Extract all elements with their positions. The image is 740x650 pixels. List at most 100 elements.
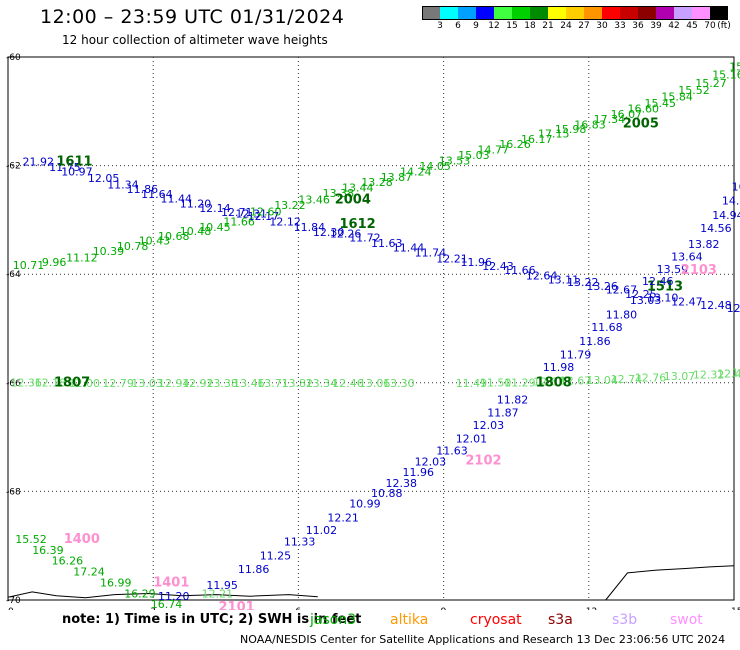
y-tick-label: -64: [6, 270, 21, 280]
satellite-legend-cryosat: cryosat: [470, 612, 522, 628]
wave-height-value: 11.66: [223, 215, 255, 228]
track-time-label: 1807: [54, 376, 90, 391]
wave-height-value: 13.44: [342, 182, 374, 195]
colorbar-unit: (ft): [717, 21, 731, 31]
wave-height-value: 11.87: [487, 407, 519, 420]
colorbar-swatch: [620, 6, 638, 20]
wave-height-value: 10.39: [93, 245, 125, 258]
wave-height-value: 14.05: [419, 160, 451, 173]
wave-height-value: 13.59: [657, 263, 689, 276]
wave-height-value: 11.84: [294, 221, 326, 234]
page-subtitle: 12 hour collection of altimeter wave hei…: [62, 33, 328, 47]
satellite-legend-jason3: jason3: [310, 612, 357, 628]
track-time-label: 2005: [623, 117, 659, 132]
colorbar-swatch: [548, 6, 566, 20]
wave-height-value: 11.25: [260, 549, 292, 562]
y-tick-label: -60: [6, 53, 21, 63]
wave-height-value: 9.96: [42, 256, 67, 269]
track-1611: 21.9211.7510.9712.0511.3411.8611.6411.44…: [23, 155, 740, 316]
wave-height-value: 13.03: [630, 294, 662, 307]
wave-height-value: 12.21: [327, 511, 359, 524]
colorbar-swatch: [674, 6, 692, 20]
map-frame: [7, 56, 735, 601]
wave-height-value: 12.60: [250, 206, 282, 219]
wave-height-value: 16.99: [100, 576, 132, 589]
wave-height-value: 11.63: [436, 445, 468, 458]
wave-height-value: 15.98: [555, 123, 587, 136]
colorbar-tick-label: 36: [632, 21, 644, 31]
wave-height-value: 12.71: [221, 206, 253, 219]
wave-height-value: 13.22: [274, 199, 306, 212]
track-2004: 10.719.96 11.1210.3910.7810.4310.6810.481…: [13, 61, 740, 272]
wave-height-value: 12.46: [642, 275, 674, 288]
wave-height-value: 16.60: [628, 102, 660, 115]
wave-height-value: 12.21: [202, 587, 234, 600]
x-tick-label: 0: [8, 607, 14, 610]
colorbar-swatch: [440, 6, 458, 20]
wave-height-value: 10.45: [199, 221, 231, 234]
wave-height-value: 16.17: [521, 133, 553, 146]
wave-height-value: 13.11: [548, 273, 580, 286]
coastline: [605, 565, 735, 601]
colorbar-tick-label: 3: [437, 21, 443, 31]
track-time-label: 1611: [56, 155, 92, 170]
wave-height-value: 12.05: [88, 172, 120, 185]
wave-height-value: 11.33: [284, 536, 316, 549]
wave-height-value: 11.64: [141, 188, 173, 201]
wave-height-value: 12.48: [700, 299, 732, 312]
color-scale-bar: [422, 6, 728, 20]
colorbar-swatch: [566, 6, 584, 20]
wave-height-value: 13.34: [306, 377, 338, 390]
colorbar-tick-label: 12: [488, 21, 500, 31]
wave-height-value: 15.03: [458, 149, 490, 162]
wave-height-value: 16.29: [124, 587, 156, 600]
colorbar-tick-label: 42: [668, 21, 680, 31]
footer-note: note: 1) Time is in UTC; 2) SWH is in fe…: [62, 612, 362, 627]
wave-height-value: 12.67: [560, 374, 592, 387]
wave-height-value: 11.50: [480, 377, 512, 390]
wave-height-value: 12.17: [248, 210, 280, 223]
wave-height-value: 17.34: [594, 113, 626, 126]
wave-height-value: 12.00: [69, 377, 101, 390]
coastline: [7, 591, 318, 599]
wave-height-value: 13.38: [206, 377, 238, 390]
wave-height-value: 11.20: [158, 590, 190, 603]
wave-height-value: 15.52: [15, 533, 47, 546]
color-scale-labels: 3 6 9 12 15 18 21 24 27 30 33 36 39 42 45 70 (ft): [422, 21, 732, 35]
colorbar-swatch: [638, 6, 656, 20]
track-time-label: 1612: [340, 217, 376, 232]
wave-height-value: 13.82: [282, 377, 314, 390]
track-time-label: 2102: [465, 453, 501, 468]
wave-height-value: 13.03: [131, 377, 163, 390]
wave-height-value: 13.53: [439, 155, 471, 168]
wave-height-value: 11.66: [504, 264, 535, 277]
track-time-label: 2101: [219, 600, 255, 610]
colorbar-tick-label: 27: [578, 21, 590, 31]
wave-height-value: 15.16: [712, 69, 740, 82]
wave-height-value: 12.76: [635, 372, 667, 385]
page-title: 12:00 – 23:59 UTC 01/31/2024: [40, 6, 345, 28]
wave-height-value: 11.44: [161, 193, 193, 206]
wave-height-value: 11.95: [206, 579, 238, 592]
wave-height-value: 12.14: [199, 202, 231, 215]
wave-height-value: 12.38: [386, 477, 418, 490]
x-tick-label: 15: [731, 607, 740, 610]
wave-height-value: 10.99: [349, 498, 381, 511]
wave-height-value: 13.04: [586, 374, 618, 387]
wave-height-value: 11.86: [238, 563, 270, 576]
wave-height-value: 12.94: [158, 377, 190, 390]
colorbar-tick-label: 39: [650, 21, 662, 31]
wave-height-value: 12.41: [717, 367, 740, 380]
wave-height-value: 13.22: [567, 276, 599, 289]
wave-height-value: 13.06: [359, 377, 391, 390]
wave-height-value: 12.01: [456, 433, 488, 446]
wave-height-value: 11.44: [393, 241, 425, 254]
y-tick-label: -70: [6, 596, 21, 606]
wave-height-value: 10.43: [139, 234, 171, 247]
colorbar-tick-label: 18: [524, 21, 536, 31]
wave-height-value: 14.79: [722, 195, 740, 208]
wave-height-value: 12.47: [671, 296, 703, 309]
wave-height-value: 16.50: [732, 181, 740, 194]
wave-height-value: 13.07: [664, 370, 696, 383]
wave-height-value: 11.20: [180, 197, 212, 210]
